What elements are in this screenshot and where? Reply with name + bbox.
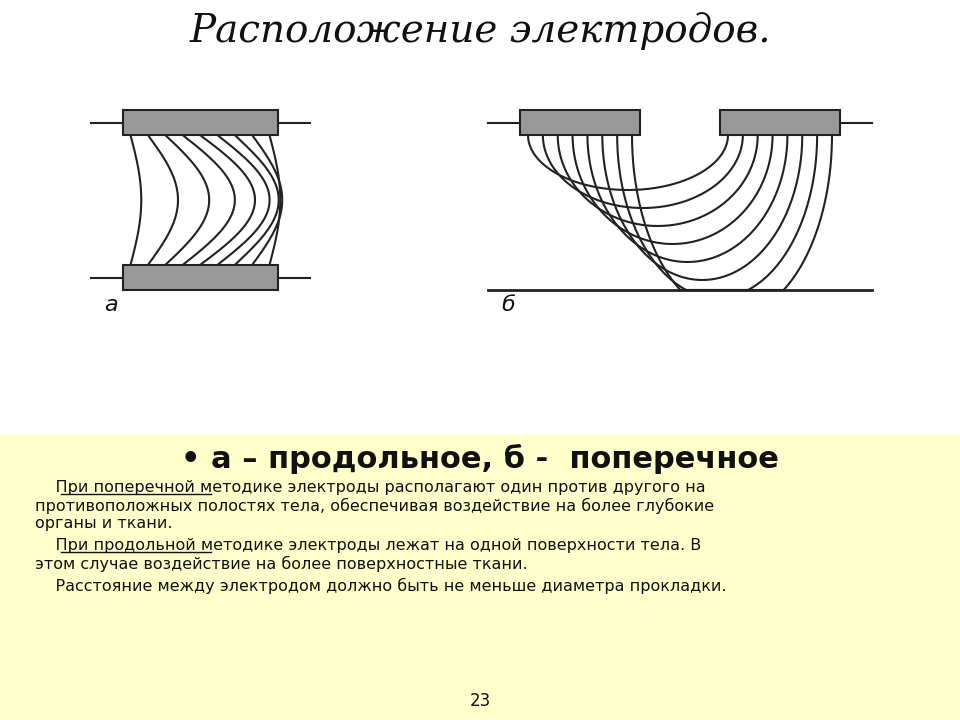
Text: При продольной методике электроды лежат на одной поверхности тела. В: При продольной методике электроды лежат … — [35, 538, 701, 553]
Text: противоположных полостях тела, обеспечивая воздействие на более глубокие: противоположных полостях тела, обеспечив… — [35, 498, 714, 514]
Text: • а – продольное, б -  поперечное: • а – продольное, б - поперечное — [181, 444, 779, 474]
Text: а: а — [104, 295, 117, 315]
Bar — [720, 110, 840, 135]
Text: этом случае воздействие на более поверхностные ткани.: этом случае воздействие на более поверхн… — [35, 556, 528, 572]
Bar — [520, 110, 640, 135]
Text: Расположение электродов.: Расположение электродов. — [189, 12, 771, 50]
Text: б: б — [501, 295, 515, 315]
Text: 23: 23 — [469, 692, 491, 710]
Bar — [123, 265, 277, 290]
Text: Расстояние между электродом должно быть не меньше диаметра прокладки.: Расстояние между электродом должно быть … — [35, 578, 727, 594]
Text: органы и ткани.: органы и ткани. — [35, 516, 173, 531]
Bar — [123, 110, 277, 135]
Bar — [0, 435, 960, 720]
Text: При поперечной методике электроды располагают один против другого на: При поперечной методике электроды распол… — [35, 480, 706, 495]
